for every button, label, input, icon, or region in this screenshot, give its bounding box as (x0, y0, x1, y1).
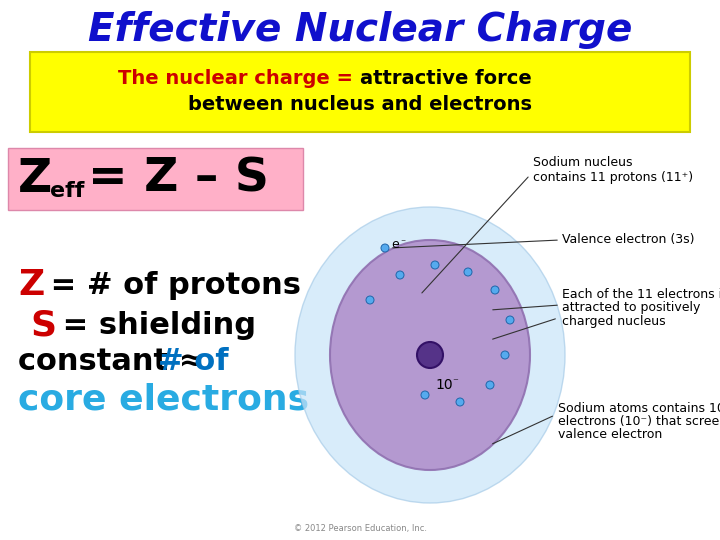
Circle shape (431, 261, 439, 269)
Text: = shielding: = shielding (52, 310, 256, 340)
Text: charged nucleus: charged nucleus (562, 314, 665, 327)
Circle shape (366, 296, 374, 304)
Circle shape (486, 381, 494, 389)
Text: valence electron: valence electron (558, 428, 662, 441)
Circle shape (464, 268, 472, 276)
Text: attracted to positively: attracted to positively (562, 301, 701, 314)
Circle shape (396, 271, 404, 279)
Text: © 2012 Pearson Education, Inc.: © 2012 Pearson Education, Inc. (294, 523, 426, 532)
Text: constant ≈: constant ≈ (18, 348, 215, 376)
Text: contains 11 protons (11⁺): contains 11 protons (11⁺) (533, 171, 693, 184)
Circle shape (491, 286, 499, 294)
Text: core electrons: core electrons (18, 383, 309, 417)
Text: ⁻: ⁻ (400, 238, 405, 248)
Text: S: S (30, 308, 56, 342)
Circle shape (421, 391, 429, 399)
Text: Z: Z (18, 268, 44, 302)
Text: Sodium atoms contains 10 core: Sodium atoms contains 10 core (558, 402, 720, 415)
Circle shape (417, 342, 443, 368)
Text: eff: eff (50, 181, 84, 201)
Circle shape (381, 244, 389, 252)
FancyBboxPatch shape (8, 148, 303, 210)
Circle shape (501, 351, 509, 359)
Text: attractive force: attractive force (360, 69, 532, 87)
Text: The nuclear charge =: The nuclear charge = (118, 69, 360, 87)
Text: Each of the 11 electrons is: Each of the 11 electrons is (562, 288, 720, 301)
Text: Valence electron (3s): Valence electron (3s) (562, 233, 695, 246)
Circle shape (456, 398, 464, 406)
Text: = Z – S: = Z – S (88, 157, 269, 201)
Text: # of: # of (158, 348, 228, 376)
FancyBboxPatch shape (30, 52, 690, 132)
Text: electrons (10⁻) that screen the 3s: electrons (10⁻) that screen the 3s (558, 415, 720, 428)
Text: = # of protons: = # of protons (40, 271, 301, 300)
Text: e: e (391, 239, 399, 252)
Text: between nucleus and electrons: between nucleus and electrons (188, 96, 532, 114)
Text: Effective Nuclear Charge: Effective Nuclear Charge (88, 11, 632, 49)
Circle shape (506, 316, 514, 324)
Text: Sodium nucleus: Sodium nucleus (533, 157, 632, 170)
Ellipse shape (295, 207, 565, 503)
Text: ⁻: ⁻ (452, 377, 458, 387)
Ellipse shape (330, 240, 530, 470)
Text: Z: Z (18, 158, 53, 202)
Text: 10: 10 (435, 378, 453, 392)
